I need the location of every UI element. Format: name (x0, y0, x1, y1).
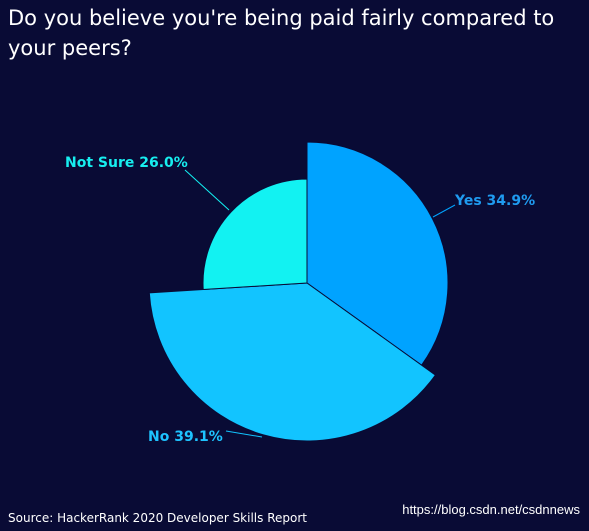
pie-slice-not-sure (202, 178, 308, 291)
leader-line-yes (432, 204, 456, 218)
chart-title: Do you believe you're being paid fairly … (8, 6, 555, 60)
leader-line-no (225, 430, 263, 438)
leader-line-not-sure (184, 169, 230, 211)
slice-label-no: No 39.1% (148, 429, 223, 445)
pie-slice-yes (306, 141, 449, 366)
slice-label-yes: Yes 34.9% (454, 193, 535, 209)
pie-slice-no (148, 282, 437, 442)
source-note: Source: HackerRank 2020 Developer Skills… (8, 511, 307, 525)
slice-label-not-sure: Not Sure 26.0% (65, 155, 188, 171)
watermark: https://blog.csdn.net/csdnnews (402, 502, 580, 517)
